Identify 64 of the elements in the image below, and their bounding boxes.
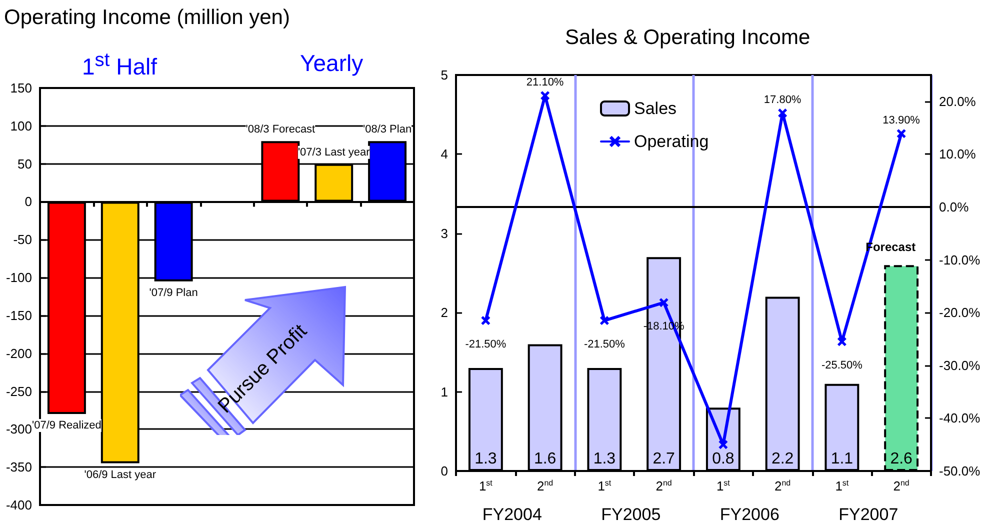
y-tick-label: -100	[6, 270, 32, 286]
point	[600, 316, 609, 326]
legend-label: Operating	[634, 132, 709, 151]
data-label: 17.80%	[764, 94, 802, 106]
point	[540, 91, 550, 100]
text: FY2006	[720, 505, 780, 525]
y-tick-label: 1	[440, 384, 448, 400]
y2-tick-label: -10.0%	[939, 252, 981, 268]
y-tick-label: 5	[440, 68, 448, 82]
data-label: '07/9 Plan	[149, 286, 198, 299]
y2-tick-label: -50.0%	[939, 464, 981, 478]
data-label: '07/3 Last year	[298, 146, 370, 158]
y2-tick-label: -20.0%	[939, 305, 981, 320]
y2-tick-label: 10.0%	[939, 146, 976, 162]
y-tick-label: -200	[6, 346, 32, 361]
data-label: 21.10%	[526, 76, 564, 89]
chart-title: Sales & Operating Income	[565, 26, 810, 49]
data-label: -21.50%	[584, 338, 626, 351]
point	[896, 129, 906, 138]
y-tick-label: 0	[440, 464, 448, 478]
data-label: 1.6	[534, 450, 556, 468]
y-tick-label: 4	[440, 146, 448, 162]
y-tick-label: -400	[6, 498, 32, 512]
point	[659, 298, 668, 308]
data-label: '06/9 Last year	[84, 468, 156, 481]
text: FY2005	[601, 505, 661, 525]
y-tick-label: -50	[13, 232, 32, 248]
data-label: 13.90%	[882, 114, 920, 127]
point	[837, 337, 846, 346]
y-tick-label: 150	[10, 80, 32, 96]
point	[481, 316, 490, 326]
point	[718, 440, 728, 450]
y2-tick-label: 0.0%	[939, 200, 970, 214]
y-tick-label: 50	[18, 156, 32, 172]
legend-label: Sales	[634, 99, 677, 118]
data-label: '07/9 Realized	[32, 420, 102, 432]
data-label: '08/3 Plan	[362, 124, 412, 136]
text: FY2007	[838, 505, 898, 525]
data-label: 1.3	[593, 450, 616, 468]
y-tick-label: -300	[6, 422, 32, 437]
y-tick-label: 100	[10, 118, 32, 134]
y2-tick-label: 20.0%	[939, 94, 976, 109]
data-label: 2.2	[771, 450, 794, 468]
y2-tick-label: -40.0%	[939, 410, 981, 426]
y-tick-label: -150	[6, 308, 32, 323]
text: FY2004	[482, 505, 542, 525]
y-tick-label: 0	[24, 194, 32, 210]
text: Yearly	[300, 50, 364, 77]
text: 1$^{st}$ Half	[82, 50, 157, 81]
data-label: 0.8	[712, 450, 734, 468]
y-tick-label: -350	[6, 460, 32, 475]
y-tick-label: -250	[6, 384, 32, 399]
data-label: 2.6	[890, 450, 913, 468]
data-label: -21.50%	[465, 338, 506, 351]
data-label: -25.50%	[821, 360, 863, 372]
chart-title: Operating Income (million yen)	[4, 6, 290, 30]
y-tick-label: 3	[440, 226, 448, 241]
data-label: 2.7	[652, 450, 676, 468]
point	[778, 108, 788, 118]
y2-tick-label: -30.0%	[939, 358, 981, 373]
data-label: 1.3	[474, 450, 497, 468]
data-label: 1.1	[830, 450, 854, 468]
data-label: '08/3 Forecast	[246, 124, 316, 136]
y-tick-label: 2	[440, 305, 448, 320]
